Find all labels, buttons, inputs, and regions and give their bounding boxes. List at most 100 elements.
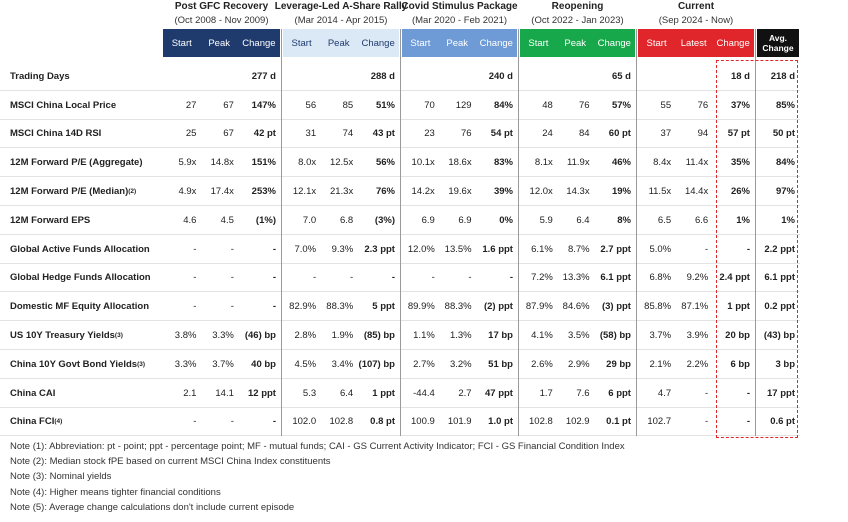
group-period: (Oct 2008 - Nov 2009) <box>174 15 269 26</box>
note: Note (1): Abbreviation: pt - point; ppt … <box>10 441 625 452</box>
cell: 57 pt <box>727 128 750 140</box>
cell: 288 d <box>370 70 395 82</box>
cell: 3.7% <box>212 358 234 370</box>
cell: 84.6% <box>562 301 590 313</box>
cell: 4.5 <box>220 214 234 226</box>
cell: - <box>312 272 317 284</box>
cell: - <box>272 301 276 313</box>
row-label-text: US 10Y Treasury Yields <box>10 330 115 342</box>
cell: - <box>350 272 354 284</box>
avg-cell: 3 bp <box>775 358 795 370</box>
cell: 11.4x <box>685 157 709 169</box>
cell: 0% <box>499 214 513 226</box>
row-label-text: China 10Y Govt Bond Yields <box>10 358 138 370</box>
cell: 21.3x <box>329 186 354 198</box>
cell: 31 <box>305 128 317 140</box>
cell: 4.7 <box>657 387 672 399</box>
cell: 8.0x <box>298 157 317 169</box>
cell: 74 <box>342 128 354 140</box>
cell: 101.9 <box>447 416 472 428</box>
cell: 1% <box>736 214 750 226</box>
group-title: Reopening <box>551 1 604 12</box>
cell: 76 <box>697 99 709 111</box>
cell: 70 <box>424 99 435 111</box>
cell: 14.3x <box>566 186 590 198</box>
group-divider <box>755 29 756 437</box>
cell: 1 ppt <box>372 387 395 399</box>
avg-cell: 218 d <box>770 70 795 82</box>
group-period: (Mar 2014 - Apr 2015) <box>294 15 388 26</box>
row-label-text: MSCI China 14D RSI <box>10 128 102 140</box>
cell: 13.5% <box>444 243 472 255</box>
cell: 0.1 pt <box>606 416 631 428</box>
column-header: Peak <box>556 29 594 57</box>
cell: 7.0% <box>294 243 317 255</box>
cell: 2.2% <box>686 358 709 370</box>
cell: 6.1% <box>531 243 553 255</box>
cell: 65 d <box>611 70 631 82</box>
cell: 5.9x <box>178 157 197 169</box>
group-divider <box>636 29 637 437</box>
column-header: Change <box>357 29 399 57</box>
row-label: 12M Forward P/E (Aggregate) <box>0 148 160 177</box>
cell: 85.8% <box>644 301 672 313</box>
cell: 2.3 ppt <box>364 243 395 255</box>
cell: 3.3% <box>174 358 197 370</box>
cell: 82.9% <box>289 301 317 313</box>
cell: - <box>193 243 197 255</box>
row-label: China CAI <box>0 379 160 408</box>
cell: 2.7% <box>413 358 435 370</box>
cell: 88.3% <box>444 301 472 313</box>
column-header: Change <box>237 29 280 57</box>
group-divider <box>518 29 519 437</box>
row-label-text: Domestic MF Equity Allocation <box>10 301 149 313</box>
cell: 6 bp <box>730 358 750 370</box>
cell: 18 d <box>730 70 750 82</box>
cell: 6 ppt <box>608 387 631 399</box>
cell: - <box>431 272 435 284</box>
cell: - <box>193 301 197 313</box>
avg-cell: 0.2 ppt <box>764 301 795 313</box>
column-header: Peak <box>320 29 358 57</box>
row-label: 12M Forward P/E (Median) (2) <box>0 177 160 206</box>
cell: 84 <box>579 128 590 140</box>
cell: 7.0 <box>302 214 317 226</box>
cell: 6.4 <box>576 214 590 226</box>
cell: 9.2% <box>686 272 709 284</box>
cell: 102.7 <box>647 416 672 428</box>
column-header: Start <box>163 29 201 57</box>
cell: 24 <box>542 128 553 140</box>
cell: 1.1% <box>413 330 435 342</box>
cell: 8.1x <box>534 157 553 169</box>
cell: 2.7 <box>458 387 472 399</box>
cell: - <box>746 416 750 428</box>
cell: 19.6x <box>448 186 472 198</box>
row-label-text: 12M Forward P/E (Aggregate) <box>10 157 143 169</box>
cell: 23 <box>424 128 435 140</box>
group-period: (Oct 2022 - Jan 2023) <box>531 15 624 26</box>
cell: -44.4 <box>413 387 435 399</box>
cell: 54 pt <box>490 128 513 140</box>
note: Note (4): Higher means tighter financial… <box>10 486 221 498</box>
cell: 26% <box>730 186 750 198</box>
cell: 6.9 <box>458 214 472 226</box>
cell: 5 ppt <box>372 301 395 313</box>
avg-cell: 84% <box>775 157 795 169</box>
cell: - <box>193 416 197 428</box>
cell: 3.8% <box>174 330 197 342</box>
cell: 1.7 <box>539 387 553 399</box>
cell: - <box>391 272 395 284</box>
cell: 42 pt <box>253 128 276 140</box>
cell: 6.9 <box>421 214 435 226</box>
cell: 12.0% <box>407 243 435 255</box>
cell: 11.9x <box>567 157 590 169</box>
avg-cell: 50 pt <box>772 128 795 140</box>
cell: 12.1x <box>292 186 317 198</box>
cell: 3.4% <box>331 358 354 370</box>
cell: 35% <box>730 157 750 169</box>
cell: 6.1 ppt <box>600 272 631 284</box>
cell: 4.5% <box>294 358 317 370</box>
row-label-text: Global Hedge Funds Allocation <box>10 272 151 284</box>
cell: (58) bp <box>599 330 631 342</box>
cell: 18.6x <box>448 157 472 169</box>
